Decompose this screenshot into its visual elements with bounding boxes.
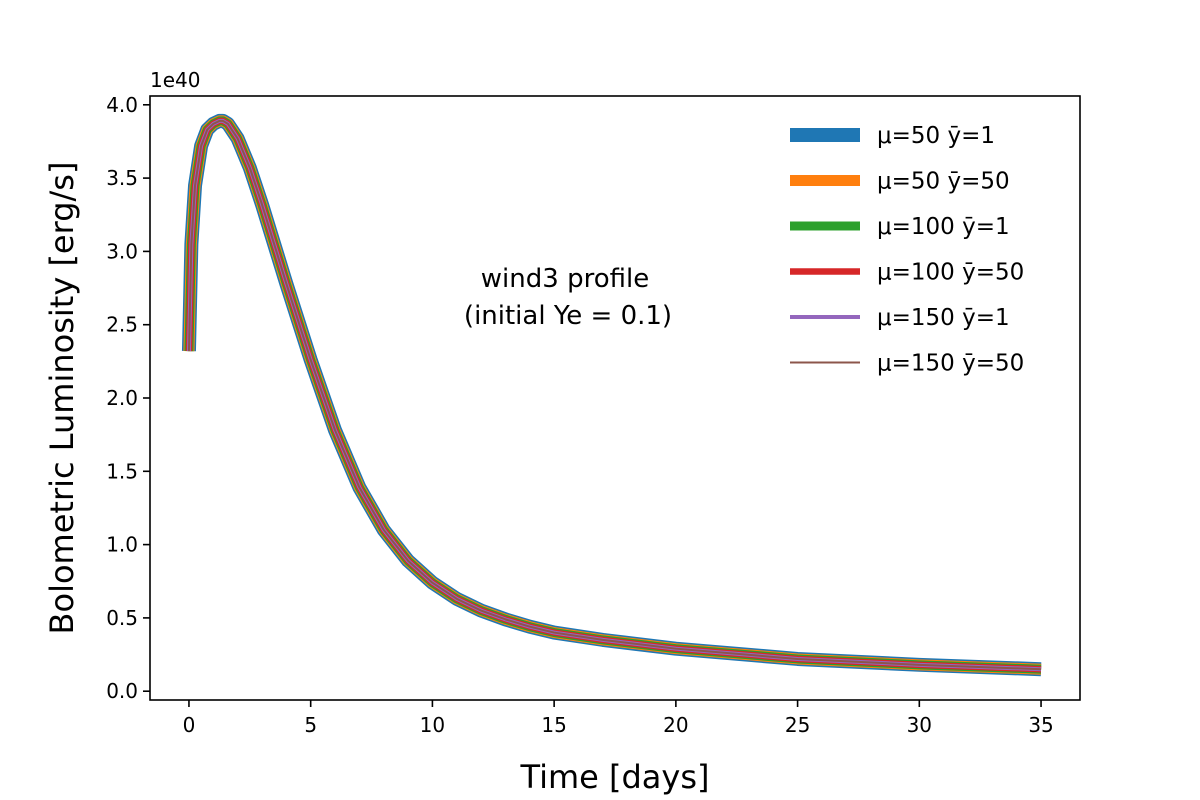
legend-label-5: μ=150 ȳ=50: [877, 351, 1024, 377]
x-tick-label: 30: [907, 713, 932, 737]
legend-label-2: μ=100 ȳ=1: [877, 214, 1010, 240]
legend-label-4: μ=150 ȳ=1: [877, 305, 1010, 331]
x-axis: 0 5 10 15 20 25 30 35: [183, 700, 1054, 737]
x-tick-label: 15: [541, 713, 566, 737]
x-tick-label: 35: [1028, 713, 1053, 737]
plot-area: [150, 96, 1080, 700]
y-tick-label: 2.0: [106, 386, 138, 410]
y-tick-label: 0.5: [106, 606, 138, 630]
y-tick-label: 1.0: [106, 533, 138, 557]
annotation-line-2: (initial Ye = 0.1): [464, 301, 672, 331]
y-tick-label: 1.5: [106, 459, 138, 483]
x-axis-label: Time [days]: [520, 758, 710, 796]
y-tick-label: 3.5: [106, 166, 138, 190]
y-offset-label: 1e40: [150, 68, 200, 92]
series-line-5: [187, 119, 1042, 671]
y-tick-label: 0.0: [106, 679, 138, 703]
x-tick-label: 5: [304, 713, 317, 737]
legend-label-3: μ=100 ȳ=50: [877, 260, 1024, 286]
annotation-line-1: wind3 profile: [481, 264, 649, 294]
series-layer: [181, 113, 1042, 677]
y-tick-label: 2.5: [106, 313, 138, 337]
x-tick-label: 20: [663, 713, 688, 737]
y-axis: 0.0 0.5 1.0 1.5 2.0 2.5 3.0 3.5 4.0: [106, 93, 150, 703]
legend-label-1: μ=50 ȳ=50: [877, 169, 1010, 195]
y-tick-label: 4.0: [106, 93, 138, 117]
legend: μ=50 ȳ=1 μ=50 ȳ=50 μ=100 ȳ=1 μ=100 ȳ=50 μ=15…: [790, 123, 1024, 377]
x-tick-label: 10: [420, 713, 445, 737]
y-tick-label: 3.0: [106, 239, 138, 263]
x-tick-label: 25: [785, 713, 810, 737]
legend-label-0: μ=50 ȳ=1: [877, 123, 995, 149]
y-axis-label: Bolometric Luminosity [erg/s]: [43, 162, 81, 635]
x-tick-label: 0: [183, 713, 196, 737]
